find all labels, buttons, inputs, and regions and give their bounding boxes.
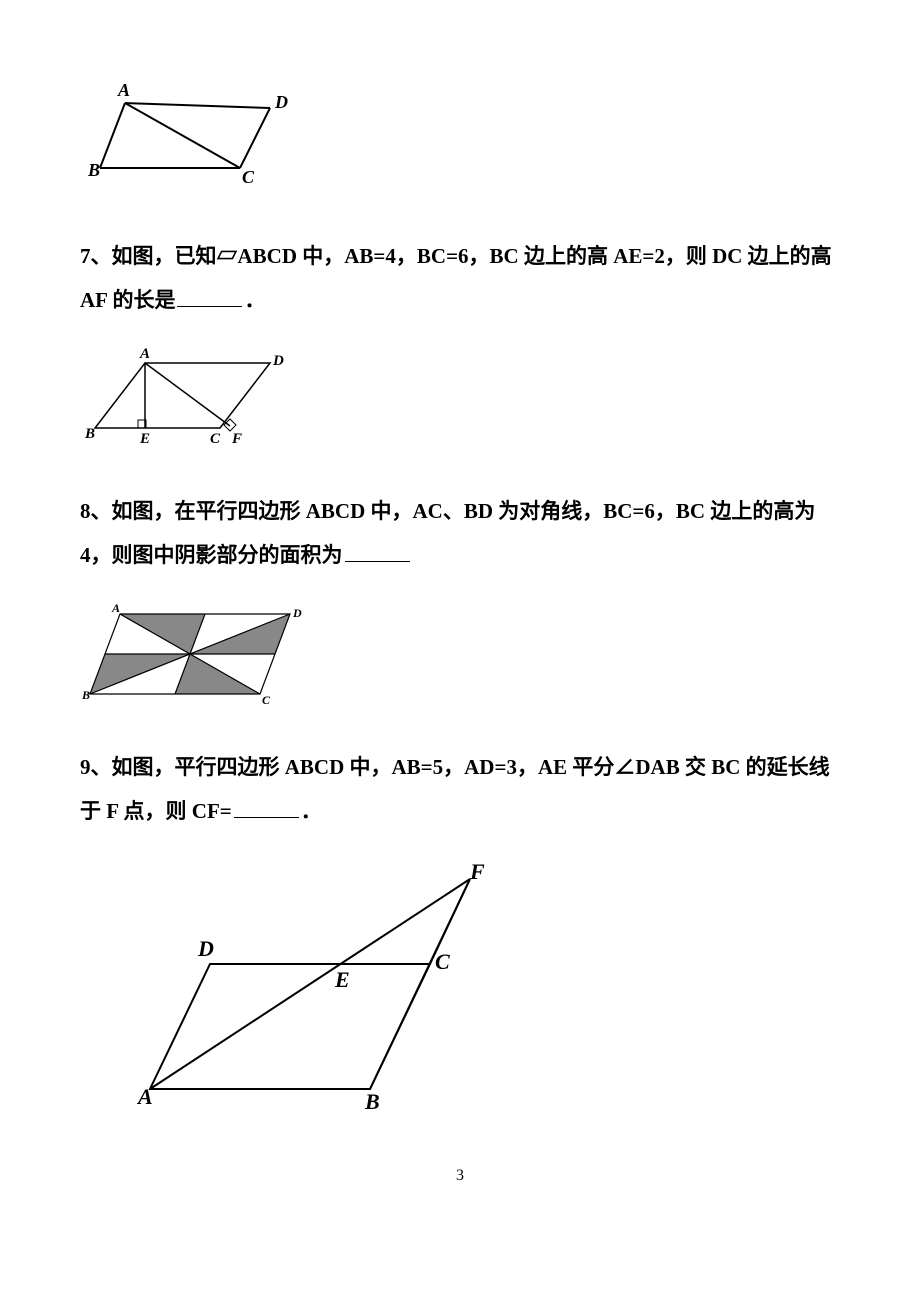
f9-B: B <box>364 1089 380 1114</box>
p8-blank <box>345 540 410 562</box>
problem-7: 7、如图，已知▱ABCD 中，AB=4，BC=6，BC 边上的高 AE=2，则 … <box>80 234 840 322</box>
p7-period: ． <box>244 288 265 312</box>
f7-A: A <box>139 346 150 362</box>
problem-8: 8、如图，在平行四边形 ABCD 中，AC、BD 为对角线，BC=6，BC 边上… <box>80 489 840 577</box>
f7-D: D <box>272 353 284 369</box>
f7-B: B <box>84 426 95 442</box>
problem-9: 9、如图，平行四边形 ABCD 中，AB=5，AD=3，AE 平分∠DAB 交 … <box>80 745 840 833</box>
f9-F: F <box>469 859 485 884</box>
p7-symbol: ▱ <box>217 244 238 268</box>
p9-number: 9、 <box>80 755 112 779</box>
problem-9-text: 9、如图，平行四边形 ABCD 中，AB=5，AD=3，AE 平分∠DAB 交 … <box>80 745 840 833</box>
f9-D: D <box>197 936 214 961</box>
figure-8-svg: A B C D <box>80 599 310 709</box>
p8-text: 如图，在平行四边形 ABCD 中，AC、BD 为对角线，BC=6，BC 边上的高… <box>80 499 815 567</box>
f8-D: D <box>292 606 302 620</box>
f7-F: F <box>231 431 242 447</box>
figure-9-svg: A B C D E F <box>130 854 530 1114</box>
page-number: 3 <box>80 1159 840 1193</box>
f7-E: E <box>139 431 150 447</box>
p9-blank <box>234 796 299 818</box>
label-D: D <box>274 92 288 112</box>
f9-A: A <box>136 1084 153 1109</box>
p8-number: 8、 <box>80 499 112 523</box>
p7-before: 如图，已知 <box>112 244 217 268</box>
f8-B: B <box>81 688 90 702</box>
figure-6: A B C D <box>80 78 840 213</box>
f7-C: C <box>210 431 221 447</box>
label-C: C <box>242 167 255 187</box>
figure-6-svg: A B C D <box>80 78 300 198</box>
p9-period: ． <box>301 799 322 823</box>
f8-A: A <box>111 601 120 615</box>
f9-E: E <box>334 967 350 992</box>
f8-C: C <box>262 693 271 707</box>
label-B: B <box>87 160 100 180</box>
p9-text: 如图，平行四边形 ABCD 中，AB=5，AD=3，AE 平分∠DAB 交 BC… <box>80 755 830 823</box>
figure-7: A B C D E F <box>80 343 840 468</box>
p7-number: 7、 <box>80 244 112 268</box>
label-A: A <box>117 80 130 100</box>
f9-C: C <box>435 949 450 974</box>
figure-8: A B C D <box>80 599 840 724</box>
p7-blank <box>177 285 242 307</box>
figure-7-svg: A B C D E F <box>80 343 290 453</box>
problem-7-text: 7、如图，已知▱ABCD 中，AB=4，BC=6，BC 边上的高 AE=2，则 … <box>80 234 840 322</box>
figure-9: A B C D E F <box>130 854 840 1129</box>
problem-8-text: 8、如图，在平行四边形 ABCD 中，AC、BD 为对角线，BC=6，BC 边上… <box>80 489 840 577</box>
